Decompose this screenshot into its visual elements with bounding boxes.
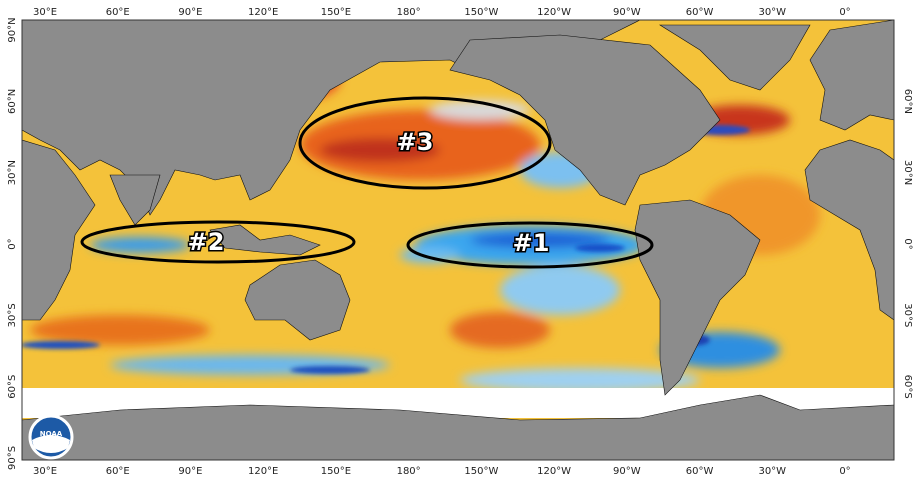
annotation-ellipse: [80, 220, 356, 264]
lat-label-left: 30°N: [7, 160, 18, 185]
map-frame: [21, 19, 895, 461]
lon-label-top: 90°E: [178, 7, 202, 18]
lat-label-right: 0°: [902, 238, 913, 249]
lon-label-top: 30°W: [758, 7, 786, 18]
lat-label-left: 30°S: [7, 303, 18, 327]
greenland: [658, 24, 811, 91]
annotation-label: #1: [513, 229, 550, 257]
lon-label-top: 180°: [397, 7, 421, 18]
north-america: [449, 34, 721, 206]
lon-label-bottom: 150°W: [464, 466, 498, 477]
lat-label-left: 60°S: [7, 375, 18, 399]
lon-label-top: 60°W: [686, 7, 714, 18]
lon-label-bottom: 120°W: [537, 466, 571, 477]
lon-label-bottom: 0°: [839, 466, 850, 477]
lon-label-bottom: 90°W: [613, 466, 641, 477]
lat-label-right: 60°S: [902, 375, 913, 399]
annotations: [80, 96, 654, 269]
logo-text: NOAA: [40, 430, 63, 438]
lat-label-right: 60°N: [902, 89, 913, 114]
lat-label-right: 30°S: [902, 303, 913, 327]
lon-label-bottom: 120°E: [248, 466, 278, 477]
annotation-label: #3: [397, 128, 434, 156]
lon-label-top: 150°E: [321, 7, 351, 18]
lon-label-top: 60°E: [106, 7, 130, 18]
africa-east: [22, 139, 96, 321]
antarctica: [22, 394, 894, 460]
noaa-logo: NOAA: [28, 414, 74, 460]
lon-label-bottom: 30°E: [33, 466, 57, 477]
south-america: [634, 199, 761, 396]
lat-label-left: 60°N: [7, 89, 18, 114]
africa-west: [804, 139, 894, 321]
lon-label-top: 0°: [839, 7, 850, 18]
lat-label-left: 90°N: [7, 17, 18, 42]
lon-label-bottom: 180°: [397, 466, 421, 477]
lon-label-top: 90°W: [613, 7, 641, 18]
lon-label-top: 150°W: [464, 7, 498, 18]
lat-label-right: 30°N: [902, 160, 913, 185]
lon-label-bottom: 150°E: [321, 466, 351, 477]
lon-label-bottom: 60°W: [686, 466, 714, 477]
tick-labels: 30°E 30°E 60°E 60°E 90°E 90°E 120°E 120°E 150°E 1…: [7, 7, 913, 477]
annotation-ellipse: [298, 96, 552, 190]
australia: [244, 259, 351, 341]
annotation-ellipse: [406, 221, 654, 269]
annotation-label: #2: [188, 228, 225, 256]
lon-label-bottom: 90°E: [178, 466, 202, 477]
map-area: [22, 20, 894, 460]
lon-label-bottom: 60°E: [106, 466, 130, 477]
lat-label-left: 90°S: [7, 446, 18, 470]
india: [109, 174, 161, 226]
lon-label-bottom: 30°W: [758, 466, 786, 477]
lon-label-top: 30°E: [33, 7, 57, 18]
lon-label-top: 120°W: [537, 7, 571, 18]
europe: [809, 20, 894, 131]
indonesia: [209, 224, 321, 256]
lon-label-top: 120°E: [248, 7, 278, 18]
lat-label-left: 0°: [7, 238, 18, 249]
